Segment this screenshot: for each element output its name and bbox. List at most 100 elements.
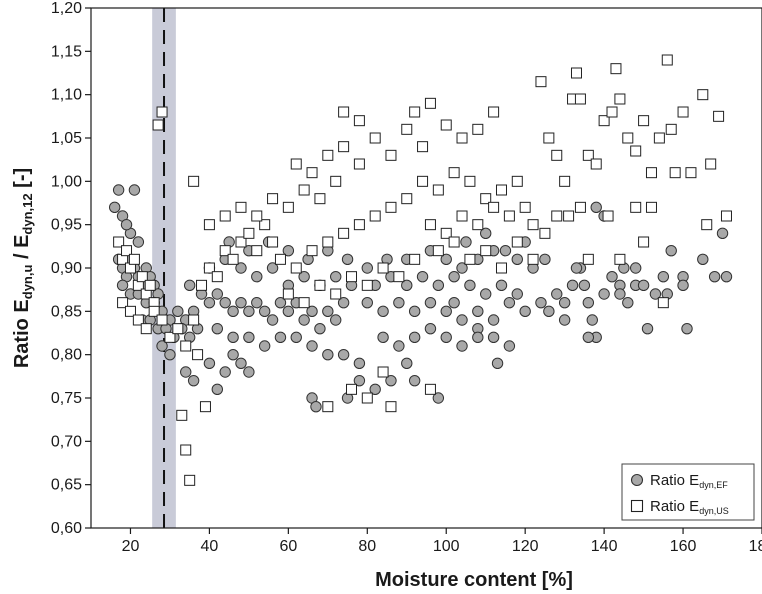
data-point-circle bbox=[282, 305, 295, 318]
data-point-square bbox=[172, 323, 184, 335]
data-point-circle bbox=[377, 331, 389, 344]
y-tick-label: 0,70 bbox=[51, 433, 82, 450]
data-point-circle bbox=[353, 374, 366, 387]
data-point-square bbox=[424, 97, 436, 109]
data-point-square bbox=[180, 340, 192, 352]
data-point-square bbox=[440, 119, 452, 131]
data-point-square bbox=[196, 279, 208, 291]
data-point-square bbox=[176, 409, 188, 421]
data-point-square bbox=[136, 271, 148, 283]
data-point-circle bbox=[582, 331, 595, 344]
data-point-square bbox=[267, 236, 279, 248]
data-point-square bbox=[677, 106, 689, 118]
data-point-square bbox=[306, 167, 318, 179]
reference-band bbox=[152, 8, 176, 528]
data-point-square bbox=[570, 67, 582, 79]
data-point-circle bbox=[472, 305, 484, 318]
data-point-square bbox=[551, 149, 563, 161]
data-point-square bbox=[614, 93, 626, 105]
data-point-circle bbox=[282, 244, 295, 257]
data-point-square bbox=[464, 253, 476, 265]
data-point-square bbox=[152, 119, 164, 131]
y-tick-label: 0,95 bbox=[51, 217, 82, 234]
data-point-square bbox=[456, 210, 468, 222]
data-point-square bbox=[495, 184, 507, 196]
x-tick-label: 180 bbox=[749, 538, 762, 555]
data-point-square bbox=[614, 253, 626, 265]
data-point-square bbox=[251, 245, 263, 257]
data-point-square bbox=[385, 201, 397, 213]
data-point-square bbox=[638, 115, 650, 127]
data-point-square bbox=[148, 305, 160, 317]
y-tick-label: 0,80 bbox=[51, 347, 82, 364]
data-point-circle bbox=[385, 374, 397, 387]
data-point-square bbox=[298, 297, 310, 309]
data-point-circle bbox=[243, 305, 255, 318]
data-point-circle bbox=[330, 270, 342, 283]
data-point-square bbox=[219, 245, 231, 257]
data-point-circle bbox=[353, 357, 366, 370]
data-point-square bbox=[638, 236, 650, 248]
data-point-circle bbox=[551, 288, 563, 300]
data-point-circle bbox=[503, 340, 516, 352]
data-point-square bbox=[274, 253, 286, 265]
data-point-square bbox=[409, 253, 421, 265]
y-tick-label: 1,00 bbox=[51, 173, 82, 190]
data-point-circle bbox=[314, 322, 326, 335]
data-point-square bbox=[543, 132, 555, 144]
data-point-square bbox=[188, 314, 200, 326]
data-point-circle bbox=[464, 279, 476, 292]
data-point-circle bbox=[164, 348, 176, 361]
data-point-circle bbox=[456, 340, 468, 352]
data-point-square bbox=[211, 271, 223, 283]
data-point-square bbox=[503, 210, 515, 222]
data-point-square bbox=[464, 175, 476, 187]
data-point-circle bbox=[120, 218, 133, 231]
data-point-circle bbox=[582, 296, 595, 309]
data-point-square bbox=[128, 253, 140, 265]
data-point-square bbox=[164, 331, 176, 343]
data-point-square bbox=[630, 201, 642, 213]
data-point-circle bbox=[203, 296, 216, 309]
data-point-square bbox=[401, 123, 413, 135]
plot-frame bbox=[90, 7, 762, 529]
data-point-square bbox=[701, 219, 713, 231]
data-point-square bbox=[156, 106, 168, 118]
data-point-square bbox=[653, 132, 665, 144]
data-point-square bbox=[235, 201, 247, 213]
data-point-square bbox=[551, 210, 563, 222]
data-point-circle bbox=[480, 227, 492, 240]
data-point-circle bbox=[432, 392, 445, 404]
data-point-square bbox=[251, 210, 263, 222]
data-point-square bbox=[322, 401, 334, 413]
data-point-circle bbox=[322, 348, 334, 361]
data-point-circle bbox=[649, 288, 662, 300]
data-point-square bbox=[669, 167, 681, 179]
data-point-circle bbox=[629, 262, 642, 274]
data-point-circle bbox=[657, 270, 670, 283]
data-point-circle bbox=[266, 314, 279, 326]
data-point-square bbox=[156, 314, 168, 326]
data-point-square bbox=[369, 132, 381, 144]
data-point-circle bbox=[219, 296, 231, 309]
data-point-circle bbox=[258, 340, 271, 352]
data-point-square bbox=[361, 392, 373, 404]
x-tick-label: 140 bbox=[591, 538, 618, 555]
data-point-square bbox=[124, 305, 136, 317]
data-point-square bbox=[440, 227, 452, 239]
data-point-circle bbox=[298, 270, 310, 283]
data-point-circle bbox=[416, 270, 429, 283]
data-point-circle bbox=[606, 270, 618, 283]
data-point-circle bbox=[622, 296, 634, 309]
data-point-circle bbox=[401, 357, 413, 370]
tick-labels: 20 40 60 80 100 120 140 160 180 0,60 0,65 0,70 0,75 0… bbox=[51, 0, 762, 555]
data-point-circle bbox=[235, 262, 247, 274]
data-point-circle bbox=[322, 305, 334, 318]
data-point-circle bbox=[480, 288, 492, 300]
axis-ticks bbox=[85, 7, 762, 534]
data-point-square bbox=[377, 262, 389, 274]
data-point-circle bbox=[258, 305, 271, 318]
data-point-circle bbox=[720, 270, 733, 283]
data-point-square bbox=[622, 132, 634, 144]
data-point-circle bbox=[539, 253, 551, 266]
